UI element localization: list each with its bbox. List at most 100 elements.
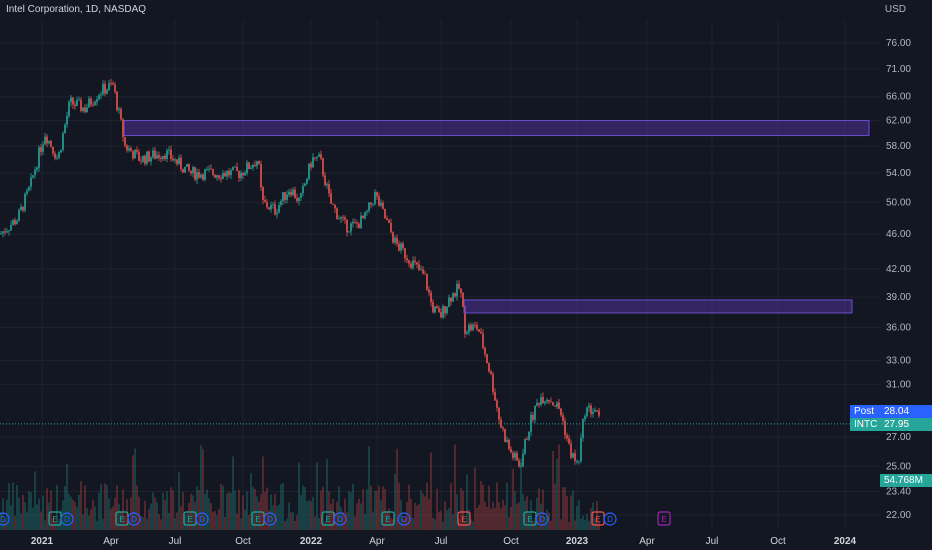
- candle-body: [544, 401, 546, 404]
- candle-body: [472, 324, 474, 331]
- volume-bar: [98, 492, 100, 530]
- candle-body: [194, 167, 196, 180]
- time-axis-label: Jul: [169, 536, 182, 547]
- volume-bar: [92, 499, 94, 530]
- candle-body: [524, 439, 526, 454]
- candle-body: [76, 100, 78, 106]
- candle-body: [168, 149, 170, 151]
- time-axis-label: Jul: [706, 536, 719, 547]
- earnings-icon-letter: E: [595, 515, 600, 524]
- volume-bar: [174, 518, 176, 530]
- candle-body: [572, 453, 574, 458]
- candle-body: [118, 108, 120, 111]
- dividend-icon: [333, 512, 347, 526]
- candle-body: [564, 420, 566, 436]
- candle-body: [532, 414, 534, 420]
- last-price-tag: 27.95: [880, 418, 932, 431]
- candle-body: [232, 166, 234, 171]
- volume-bar: [564, 487, 566, 530]
- candle-body: [124, 137, 126, 146]
- volume-bar: [180, 506, 182, 530]
- candle-body: [514, 453, 516, 458]
- candle-body: [90, 98, 92, 105]
- volume-bar: [26, 511, 28, 530]
- volume-bar: [288, 502, 290, 530]
- candle-body: [198, 172, 200, 178]
- price-axis-label: 39.00: [886, 292, 911, 303]
- candle-body: [206, 168, 208, 170]
- candle-body: [510, 448, 512, 453]
- volume-bar: [420, 489, 422, 530]
- volume-bar: [136, 485, 138, 530]
- candle-body: [598, 410, 600, 416]
- candle-body: [52, 146, 54, 154]
- candle-body: [134, 149, 136, 159]
- volume-bar: [160, 519, 162, 530]
- price-axis-label: 62.00: [886, 116, 911, 127]
- volume-bar: [534, 517, 536, 530]
- time-axis-label: Apr: [639, 536, 655, 547]
- candle-body: [372, 204, 374, 205]
- candle-body: [98, 95, 100, 100]
- candle-body: [490, 371, 492, 375]
- volume-bar: [188, 503, 190, 530]
- candle-body: [542, 397, 544, 404]
- volume-bar: [176, 512, 178, 530]
- volume-bar: [298, 462, 300, 530]
- candle-body: [336, 208, 338, 219]
- dividend-icon-letter: D: [199, 515, 205, 524]
- candle-body: [210, 168, 212, 170]
- candle-body: [356, 222, 358, 224]
- candle-body: [468, 324, 470, 333]
- time-axis-label: Apr: [369, 536, 385, 547]
- candle-body: [438, 308, 440, 313]
- candle-body: [358, 223, 360, 229]
- candle-body: [266, 201, 268, 208]
- candle-body: [338, 218, 340, 220]
- candle-body: [354, 221, 356, 223]
- candle-body: [566, 435, 568, 439]
- candle-body: [412, 260, 414, 268]
- volume-bar: [304, 487, 306, 530]
- volume-bar: [218, 508, 220, 530]
- volume-bar: [446, 510, 448, 530]
- candle-body: [84, 107, 86, 113]
- volume-bar: [252, 487, 254, 530]
- candle-body: [262, 187, 264, 200]
- candle-body: [574, 453, 576, 462]
- candle-body: [576, 461, 578, 462]
- candle-body: [174, 159, 176, 161]
- volume-bar: [276, 505, 278, 530]
- volume-bar: [294, 520, 296, 530]
- volume-bar: [144, 500, 146, 530]
- price-axis-label: 54.00: [886, 168, 911, 179]
- earnings-icon-letter: E: [527, 515, 532, 524]
- volume-bar: [30, 492, 32, 530]
- candle-body: [478, 329, 480, 332]
- volume-bar: [338, 486, 340, 530]
- candle-body: [352, 221, 354, 224]
- volume-bar: [466, 474, 468, 530]
- volume-bar: [56, 484, 58, 530]
- dividend-icon: [0, 512, 10, 526]
- volume-bar: [328, 491, 330, 530]
- volume-bar: [94, 506, 96, 530]
- volume-bar: [496, 482, 498, 530]
- candle-body: [160, 157, 162, 159]
- candle-body: [550, 401, 552, 403]
- volume-bar: [210, 503, 212, 530]
- time-axis-label: Apr: [103, 536, 119, 547]
- candle-body: [480, 331, 482, 334]
- candle-body: [502, 427, 504, 430]
- volume-bar: [428, 499, 430, 530]
- volume-bar: [32, 507, 34, 530]
- volume-bar: [208, 498, 210, 530]
- price-axis-label: 33.00: [886, 356, 911, 367]
- volume-bar: [336, 501, 338, 530]
- volume-bar: [470, 519, 472, 530]
- volume-bar: [272, 505, 274, 530]
- volume-bar: [536, 497, 538, 530]
- candle-body: [116, 91, 118, 111]
- candle-body: [380, 202, 382, 206]
